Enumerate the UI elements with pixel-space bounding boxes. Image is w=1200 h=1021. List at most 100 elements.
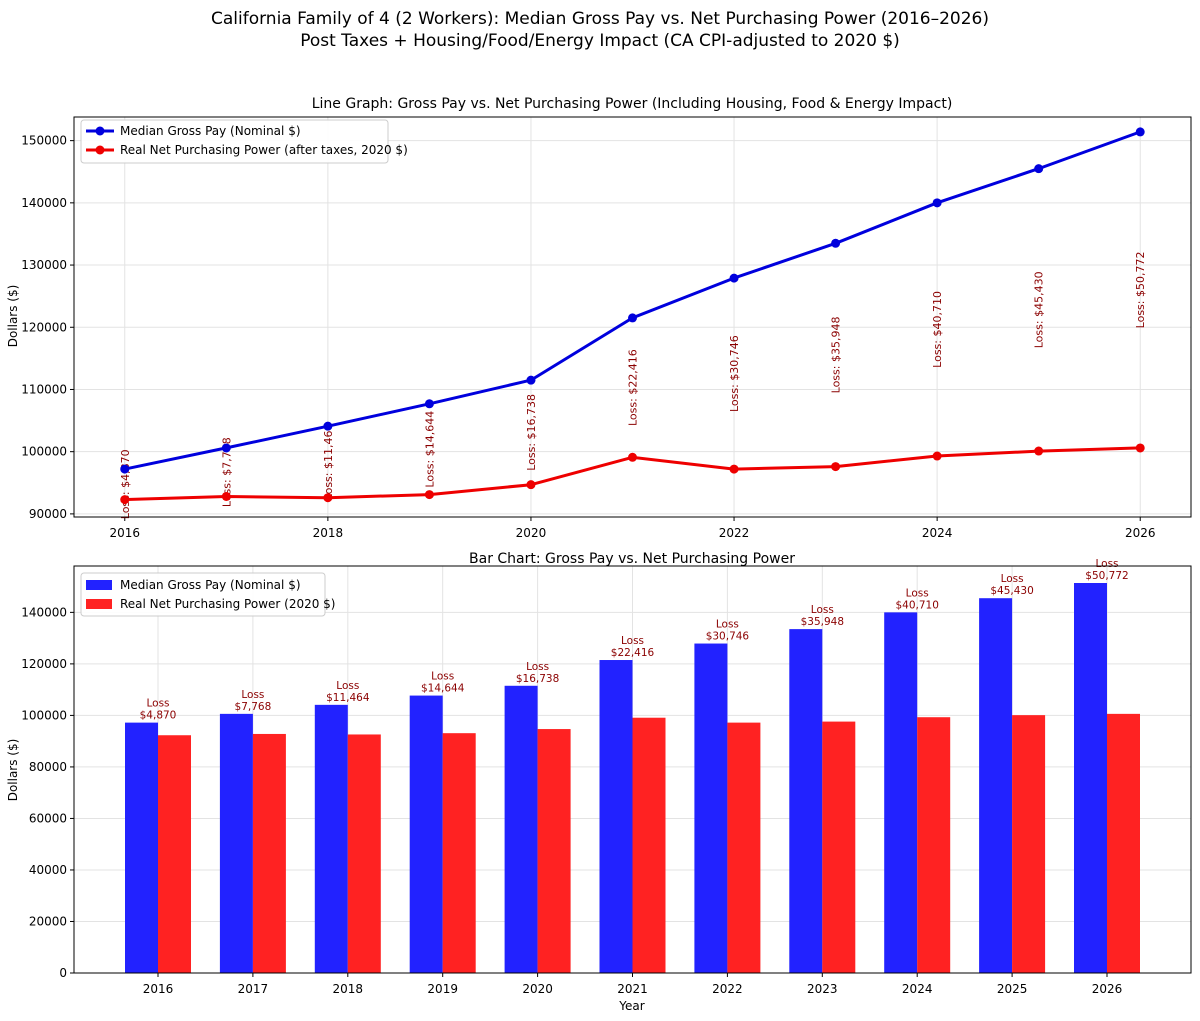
- bar-chart-loss-label: Loss: [1095, 558, 1118, 570]
- line-chart-point-net: [1034, 446, 1044, 456]
- line-chart-loss-label: Loss: $40,710: [931, 291, 944, 368]
- line-chart-point-net: [526, 480, 536, 490]
- bar-net: [347, 734, 381, 973]
- line-chart-y-tick-label: 120000: [21, 320, 67, 334]
- bar-chart-y-tick-label: 0: [59, 966, 67, 980]
- legend-swatch-bar: [86, 580, 112, 590]
- line-chart-point-net: [729, 464, 739, 474]
- bar-chart-legend: Median Gross Pay (Nominal $) Real Net Pur…: [80, 572, 336, 617]
- line-chart-point-gross: [221, 443, 231, 453]
- bar-chart-y-axis-label: Dollars ($): [6, 739, 20, 802]
- line-chart-y-tick-label: 150000: [21, 134, 67, 148]
- figure-title-line-1: California Family of 4 (2 Workers): Medi…: [210, 9, 989, 29]
- line-chart-x-tick-label: 2022: [719, 526, 750, 540]
- bar-gross: [219, 713, 253, 973]
- bar-chart-loss-label: Loss: [811, 604, 834, 616]
- line-chart-x-tick-label: 2016: [109, 526, 140, 540]
- bar-chart-loss-value: $50,772: [1085, 570, 1128, 582]
- bar-chart-y-tick-label: 120000: [21, 657, 67, 671]
- bar-chart-loss-label: Loss: [336, 680, 359, 692]
- line-chart-point-gross: [729, 273, 739, 283]
- bar-net: [252, 733, 286, 973]
- bar-net: [537, 729, 571, 973]
- legend-entry-label: Real Net Purchasing Power (2020 $): [120, 597, 336, 611]
- bar-chart-legend-box: [80, 572, 326, 617]
- line-chart-point-gross: [1034, 164, 1044, 174]
- bar-gross: [884, 612, 918, 973]
- bar-gross: [409, 695, 443, 973]
- bar-chart-loss-label: Loss: [621, 635, 644, 647]
- bar-chart-x-tick-label: 2019: [427, 982, 458, 996]
- bar-chart-y-tick-label: 60000: [29, 811, 67, 825]
- bar-chart-loss-value: $16,738: [516, 673, 559, 685]
- line-chart-point-net: [831, 462, 841, 472]
- bar-net: [442, 733, 476, 973]
- line-chart-loss-label: Loss: $35,948: [830, 317, 843, 394]
- bar-chart-x-tick-label: 2016: [143, 982, 174, 996]
- bar-chart-loss-label: Loss: [241, 689, 264, 701]
- bar-chart-loss-value: $7,768: [235, 701, 272, 713]
- figure-title-line-2: Post Taxes + Housing/Food/Energy Impact …: [300, 31, 900, 51]
- bar-chart-x-tick-label: 2025: [997, 982, 1028, 996]
- bar-chart-loss-value: $11,464: [326, 692, 370, 704]
- legend-entry-label: Real Net Purchasing Power (after taxes, …: [120, 143, 408, 157]
- figure-title: California Family of 4 (2 Workers): Medi…: [0, 8, 1200, 52]
- legend-swatch-marker: [95, 126, 105, 136]
- line-chart-loss-label: Loss: $4,870: [119, 449, 132, 519]
- bar-chart-loss-label: Loss: [431, 671, 454, 683]
- line-chart-loss-label: Loss: $7,768: [220, 437, 233, 507]
- line-chart-loss-label: Loss: $22,416: [627, 349, 640, 426]
- line-chart-point-net: [120, 495, 130, 505]
- line-chart-point-net: [628, 452, 637, 462]
- bar-chart-loss-value: $35,948: [801, 616, 844, 628]
- bar-chart-x-tick-label: 2022: [712, 982, 743, 996]
- line-chart-point-gross: [120, 464, 130, 474]
- bar-chart-loss-label: Loss: [1001, 573, 1024, 585]
- line-chart-loss-label: Loss: $11,464: [322, 424, 335, 501]
- line-chart: Line Graph: Gross Pay vs. Net Purchasing…: [6, 96, 1192, 540]
- line-chart-point-net: [1135, 443, 1145, 453]
- line-chart-loss-label: Loss: $16,738: [525, 394, 538, 471]
- bar-chart-loss-value: $4,870: [140, 710, 177, 722]
- bar-gross: [599, 660, 633, 973]
- bar-chart-y-tick-label: 20000: [29, 914, 67, 928]
- bar-net: [632, 717, 666, 973]
- line-chart-title: Line Graph: Gross Pay vs. Net Purchasing…: [312, 96, 953, 112]
- line-chart-y-tick-label: 140000: [21, 196, 67, 210]
- line-chart-point-net: [424, 490, 434, 500]
- bar-net: [158, 735, 191, 973]
- line-chart-point-gross: [323, 421, 333, 431]
- line-chart-point-gross: [526, 375, 536, 385]
- bar-gross: [979, 598, 1013, 973]
- bar-chart-loss-label: Loss: [526, 661, 549, 673]
- line-chart-x-tick-label: 2018: [313, 526, 344, 540]
- line-chart-y-axis-label: Dollars ($): [6, 285, 20, 348]
- line-chart-y-tick-label: 90000: [29, 507, 67, 521]
- bar-gross: [694, 643, 728, 973]
- bar-net: [1107, 713, 1140, 973]
- bar-chart-x-tick-label: 2017: [238, 982, 269, 996]
- line-chart-point-gross: [831, 238, 841, 248]
- bar-chart-x-tick-label: 2024: [902, 982, 933, 996]
- bar-chart-y-tick-label: 100000: [21, 708, 67, 722]
- bar-chart-y-tick-label: 140000: [21, 605, 67, 619]
- bar-gross: [1074, 583, 1107, 973]
- line-chart-loss-label: Loss: $50,772: [1134, 252, 1147, 329]
- bar-net: [727, 722, 761, 973]
- line-chart-loss-label: Loss: $45,430: [1033, 271, 1046, 348]
- bar-chart-loss-label: Loss: [146, 698, 169, 710]
- bar-chart-title: Bar Chart: Gross Pay vs. Net Purchasing …: [469, 551, 795, 567]
- bar-net: [1012, 715, 1046, 973]
- bar-chart-x-tick-label: 2023: [807, 982, 838, 996]
- line-chart-legend-box: [80, 119, 389, 164]
- line-chart-frame: [73, 116, 1192, 518]
- bar-chart-x-tick-label: 2020: [522, 982, 553, 996]
- bar-chart-frame: [73, 565, 1192, 974]
- bar-chart-loss-value: $40,710: [895, 599, 938, 611]
- line-chart-y-tick-label: 130000: [21, 258, 67, 272]
- bar-chart-loss-label: Loss: [716, 619, 739, 631]
- line-chart-point-gross: [1135, 127, 1145, 137]
- line-chart-x-tick-label: 2026: [1125, 526, 1156, 540]
- bar-gross: [504, 685, 538, 973]
- line-chart-loss-label: Loss: $14,644: [423, 411, 436, 488]
